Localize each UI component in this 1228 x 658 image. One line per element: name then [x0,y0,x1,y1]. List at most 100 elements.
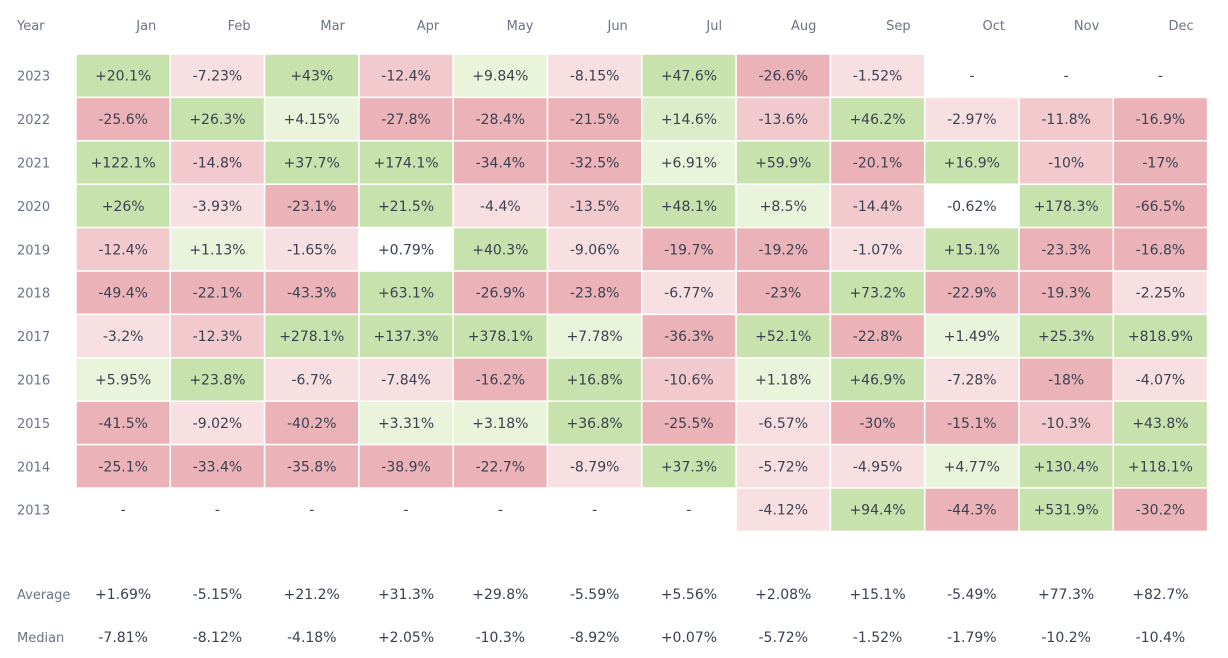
cell-label-2017-dec: +818.9% [1128,329,1193,345]
cell-label-2014-sep: -4.95% [853,459,903,475]
cell-label-2014-jan: -25.1% [98,459,148,475]
year-label-2020: 2020 [17,200,50,215]
cell-label-2014-dec: +118.1% [1128,459,1193,475]
cell-label-2021-apr: +174.1% [373,156,438,172]
cell-label-2015-aug: -6.57% [758,416,808,432]
cell-label-2023-jan: +20.1% [95,69,151,85]
cell-label-2014-nov: +130.4% [1034,459,1099,475]
cell-label-2016-aug: +1.18% [755,373,811,389]
cell-label-2022-feb: +26.3% [189,112,245,128]
cell-2019-sep [829,226,926,272]
cell-label-2019-mar: -1.65% [287,242,337,258]
month-header-jan: Jan [135,19,156,34]
cell-label-2015-oct: -15.1% [947,416,997,432]
cell-label-2022-sep: +46.2% [849,112,905,128]
cell-2018-dec [1112,270,1209,316]
summary-median-jan: -7.81% [98,630,148,646]
cell-label-2016-feb: +23.8% [189,373,245,389]
corner-label: Year [16,19,45,34]
year-label-2018: 2018 [17,287,50,302]
summary-average-dec: +82.7% [1132,587,1188,603]
cell-2019-oct [923,226,1020,272]
cell-2022-dec [1112,96,1209,142]
cell-2016-mar [263,357,360,402]
cell-label-2014-jul: +37.3% [661,459,717,475]
cell-2021-aug [735,140,832,185]
cell-label-2019-may: +40.3% [472,242,528,258]
cell-2017-may [452,313,549,359]
cell-label-2015-may: +3.18% [472,416,528,432]
cell-label-2017-mar: +278.1% [279,329,344,345]
cell-2022-mar [263,96,360,142]
cell-2020-dec [1112,183,1209,229]
cell-label-2021-may: -34.4% [476,156,526,172]
month-header-jun: Jun [606,19,627,34]
summary-label-median: Median [17,631,64,646]
cell-label-2018-may: -26.9% [476,286,526,302]
cell-label-2013-dec: -30.2% [1136,503,1186,519]
cell-label-2023-dec: - [1158,69,1163,85]
cell-label-2019-apr: +0.79% [378,242,434,258]
cell-label-2016-may: -16.2% [476,373,526,389]
cell-2020-apr [358,183,454,229]
cell-label-2022-nov: -11.8% [1041,112,1091,128]
cell-label-2022-jun: -21.5% [570,112,620,128]
year-label-2022: 2022 [17,113,50,128]
cell-label-2015-sep: -30% [859,416,895,432]
cell-label-2018-jan: -49.4% [98,286,148,302]
cell-label-2019-feb: +1.13% [189,242,245,258]
summary-median-oct: -1.79% [947,630,997,646]
cell-label-2022-apr: -27.8% [381,112,431,128]
month-header-feb: Feb [228,19,251,34]
cell-label-2023-oct: - [969,69,974,85]
cell-2019-jan [75,226,172,272]
summary-average-sep: +15.1% [849,587,905,603]
cell-2015-may [452,400,549,446]
cell-label-2022-aug: -13.6% [758,112,808,128]
cell-label-2018-mar: -43.3% [287,286,337,302]
cell-label-2015-jun: +36.8% [567,416,623,432]
cell-2016-feb [169,357,266,402]
year-label-2023: 2023 [17,70,50,85]
cell-label-2018-apr: +63.1% [378,286,434,302]
cell-label-2018-oct: -22.9% [947,286,997,302]
cell-label-2017-jan: -3.2% [103,329,144,345]
cell-label-2020-oct: -0.62% [947,199,997,215]
summary-median-apr: +2.05% [378,630,434,646]
cell-2020-sep [829,183,926,229]
month-header-apr: Apr [417,19,440,34]
cell-2023-feb [169,53,266,99]
cell-label-2016-oct: -7.28% [947,373,997,389]
cell-label-2022-jan: -25.6% [98,112,148,128]
cell-2021-feb [169,140,266,185]
cell-2018-jul [641,270,737,316]
cell-label-2021-sep: -20.1% [853,156,903,172]
cell-2018-nov [1018,270,1115,316]
cell-label-2015-jul: -25.5% [664,416,714,432]
month-header-may: May [507,19,534,34]
cell-label-2021-feb: -14.8% [193,156,243,172]
cell-2019-nov [1018,226,1115,272]
cell-label-2023-may: +9.84% [472,69,528,85]
cell-label-2013-jul: - [686,503,691,519]
cell-label-2013-oct: -44.3% [947,503,997,519]
cell-label-2020-may: -4.4% [480,199,521,215]
cell-2020-mar [263,183,360,229]
cell-label-2016-mar: -6.7% [291,373,332,389]
month-header-mar: Mar [320,19,345,34]
summary-average-oct: -5.49% [947,587,997,603]
summary-average-jun: -5.59% [570,587,620,603]
summary-median-sep: -1.52% [853,630,903,646]
cell-label-2017-jul: -36.3% [664,329,714,345]
cell-2022-may [452,96,549,142]
year-label-2021: 2021 [17,157,50,172]
cell-label-2014-mar: -35.8% [287,459,337,475]
month-header-dec: Dec [1168,19,1193,34]
summary-average-nov: +77.3% [1038,587,1094,603]
cell-label-2013-feb: - [215,503,220,519]
cell-2022-jan [75,96,172,142]
cell-2019-feb [169,226,266,272]
cell-2021-dec [1112,140,1209,185]
cell-label-2013-jun: - [592,503,597,519]
